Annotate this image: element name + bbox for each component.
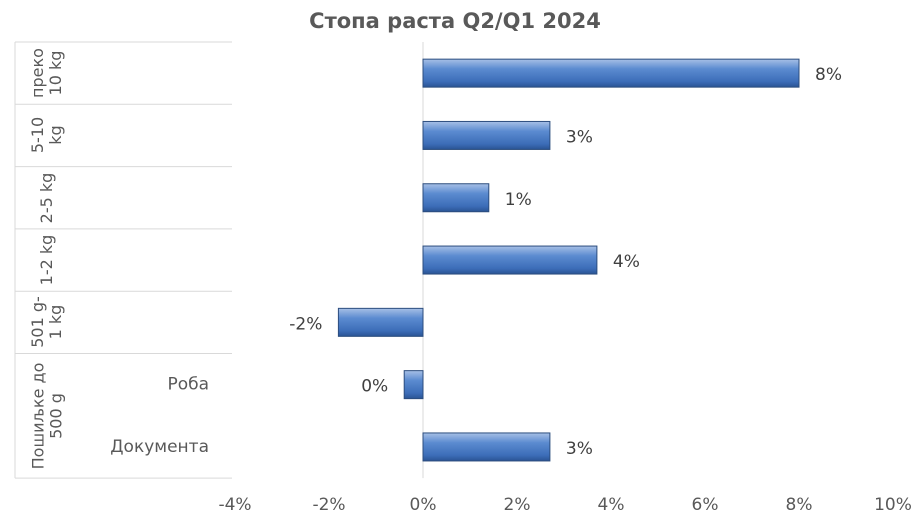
group-label: 2-5 kg (36, 172, 56, 224)
data-label: 3% (566, 439, 593, 459)
data-label: 0% (361, 377, 388, 397)
bar (422, 58, 800, 88)
x-tick-label: 0% (410, 495, 437, 515)
data-label: -2% (289, 314, 322, 334)
bar (422, 432, 551, 462)
chart-title: Стопа раста Q2/Q1 2024 (309, 9, 601, 33)
bar (422, 245, 598, 275)
group-label: 1-2 kg (36, 234, 56, 286)
data-label: 1% (505, 190, 532, 210)
x-tick-label: 6% (692, 495, 719, 515)
x-tick-label: 10% (874, 495, 912, 515)
group-label: Пошиљке до 500 g (27, 362, 65, 470)
x-tick-label: -4% (218, 495, 251, 515)
data-label: 8% (815, 65, 842, 85)
group-label: 501 g-1 kg (27, 296, 65, 349)
x-tick-label: 2% (504, 495, 531, 515)
group-label: преко 10 kg (27, 48, 65, 99)
data-label: 3% (566, 127, 593, 147)
category-label: Документа (110, 437, 209, 457)
bar (337, 307, 424, 337)
bar (403, 370, 424, 400)
x-tick-label: -2% (312, 495, 345, 515)
x-tick-label: 8% (786, 495, 813, 515)
category-label: Роба (167, 375, 209, 395)
data-label: 4% (613, 252, 640, 272)
x-tick-label: 4% (598, 495, 625, 515)
bar (422, 183, 490, 213)
group-label: 5-10 kg (27, 117, 65, 154)
bar (422, 120, 551, 150)
